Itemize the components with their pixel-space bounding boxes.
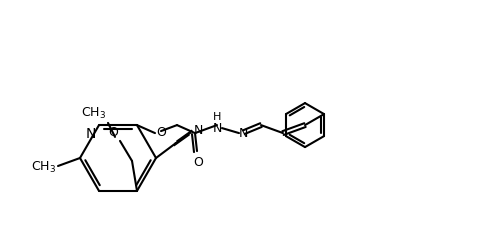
Text: CH$_3$: CH$_3$	[81, 106, 106, 121]
Text: O: O	[108, 126, 118, 139]
Text: N: N	[212, 122, 221, 135]
Text: CH$_3$: CH$_3$	[31, 159, 56, 175]
Text: H: H	[213, 112, 221, 122]
Text: O: O	[156, 126, 166, 138]
Text: N: N	[194, 123, 203, 137]
Text: N: N	[86, 127, 96, 141]
Text: N: N	[239, 127, 248, 139]
Text: O: O	[193, 156, 203, 169]
